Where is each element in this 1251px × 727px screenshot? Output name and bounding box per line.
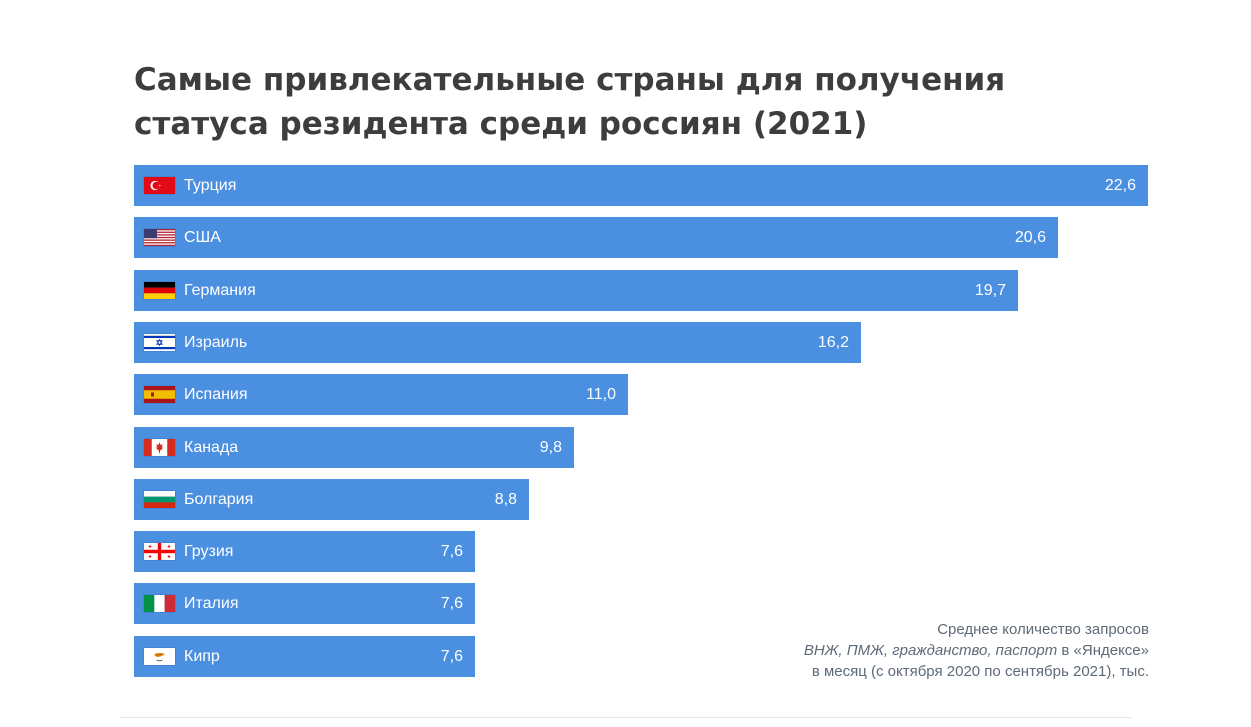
chart-title: Самые привлекательные страны для получен… (134, 58, 1134, 146)
spain-flag-icon (144, 386, 175, 403)
bar-value-label: 11,0 (586, 386, 616, 403)
bar: Болгария 8,8 (134, 479, 529, 520)
turkey-flag-icon (144, 177, 175, 194)
bar: Турция 22,6 (134, 165, 1148, 206)
cyprus-flag-icon (144, 648, 175, 665)
bar-value-label: 20,6 (1014, 229, 1046, 246)
source-note-query-terms: ВНЖ, ПМЖ, гражданство, паспорт (803, 642, 1058, 659)
bar-category-label: Германия (184, 282, 256, 299)
bulgaria-flag-icon (144, 491, 175, 508)
source-note-line-1: Среднее количество запросов (937, 621, 1149, 638)
bar: Германия 19,7 (134, 270, 1018, 311)
bar-category-label: Грузия (184, 543, 234, 560)
bar-category-label: Кипр (184, 648, 220, 665)
bar-value-label: 22,6 (1104, 177, 1136, 194)
bar-value-label: 8,8 (494, 491, 517, 508)
bar-category-label: Болгария (184, 491, 254, 508)
bar: Канада 9,8 (134, 427, 574, 468)
bar-value-label: 7,6 (440, 648, 463, 665)
source-note-line-3: в месяц (с октября 2020 по сентябрь 2021… (811, 663, 1149, 680)
bar-category-label: Турция (184, 177, 237, 194)
bar-category-label: Италия (184, 595, 239, 612)
source-note-engine: в «Яндексе» (1057, 642, 1149, 659)
canada-flag-icon (144, 439, 175, 456)
bar-category-label: Канада (184, 439, 239, 456)
source-note: Среднее количество запросов ВНЖ, ПМЖ, гр… (804, 619, 1149, 682)
bar-category-label: Испания (184, 386, 248, 403)
bar-value-label: 9,8 (539, 439, 562, 456)
chart-title-line-1: Самые привлекательные страны для получен… (134, 62, 1006, 98)
bar-value-label: 16,2 (817, 334, 849, 351)
germany-flag-icon (144, 282, 175, 299)
bar: Кипр 7,6 (134, 636, 475, 677)
chart-title-line-2: статуса резидента среди россиян (2021) (134, 106, 868, 142)
bar-value-label: 7,6 (440, 595, 463, 612)
bar: Испания 11,0 (134, 374, 628, 415)
bar: Италия 7,6 (134, 583, 475, 624)
bar: Грузия 7,6 (134, 531, 475, 572)
israel-flag-icon (144, 334, 175, 351)
bar: Израиль 16,2 (134, 322, 861, 363)
bar-value-label: 19,7 (974, 282, 1006, 299)
bar-category-label: США (184, 229, 221, 246)
georgia-flag-icon (144, 543, 175, 560)
usa-flag-icon (144, 229, 175, 246)
bar-value-label: 7,6 (440, 543, 463, 560)
bottom-divider (120, 717, 1131, 718)
bar-category-label: Израиль (184, 334, 248, 351)
source-note-line-2: ВНЖ, ПМЖ, гражданство, паспорт в «Яндекс… (804, 640, 1149, 661)
bar: США 20,6 (134, 217, 1058, 258)
italy-flag-icon (144, 595, 175, 612)
